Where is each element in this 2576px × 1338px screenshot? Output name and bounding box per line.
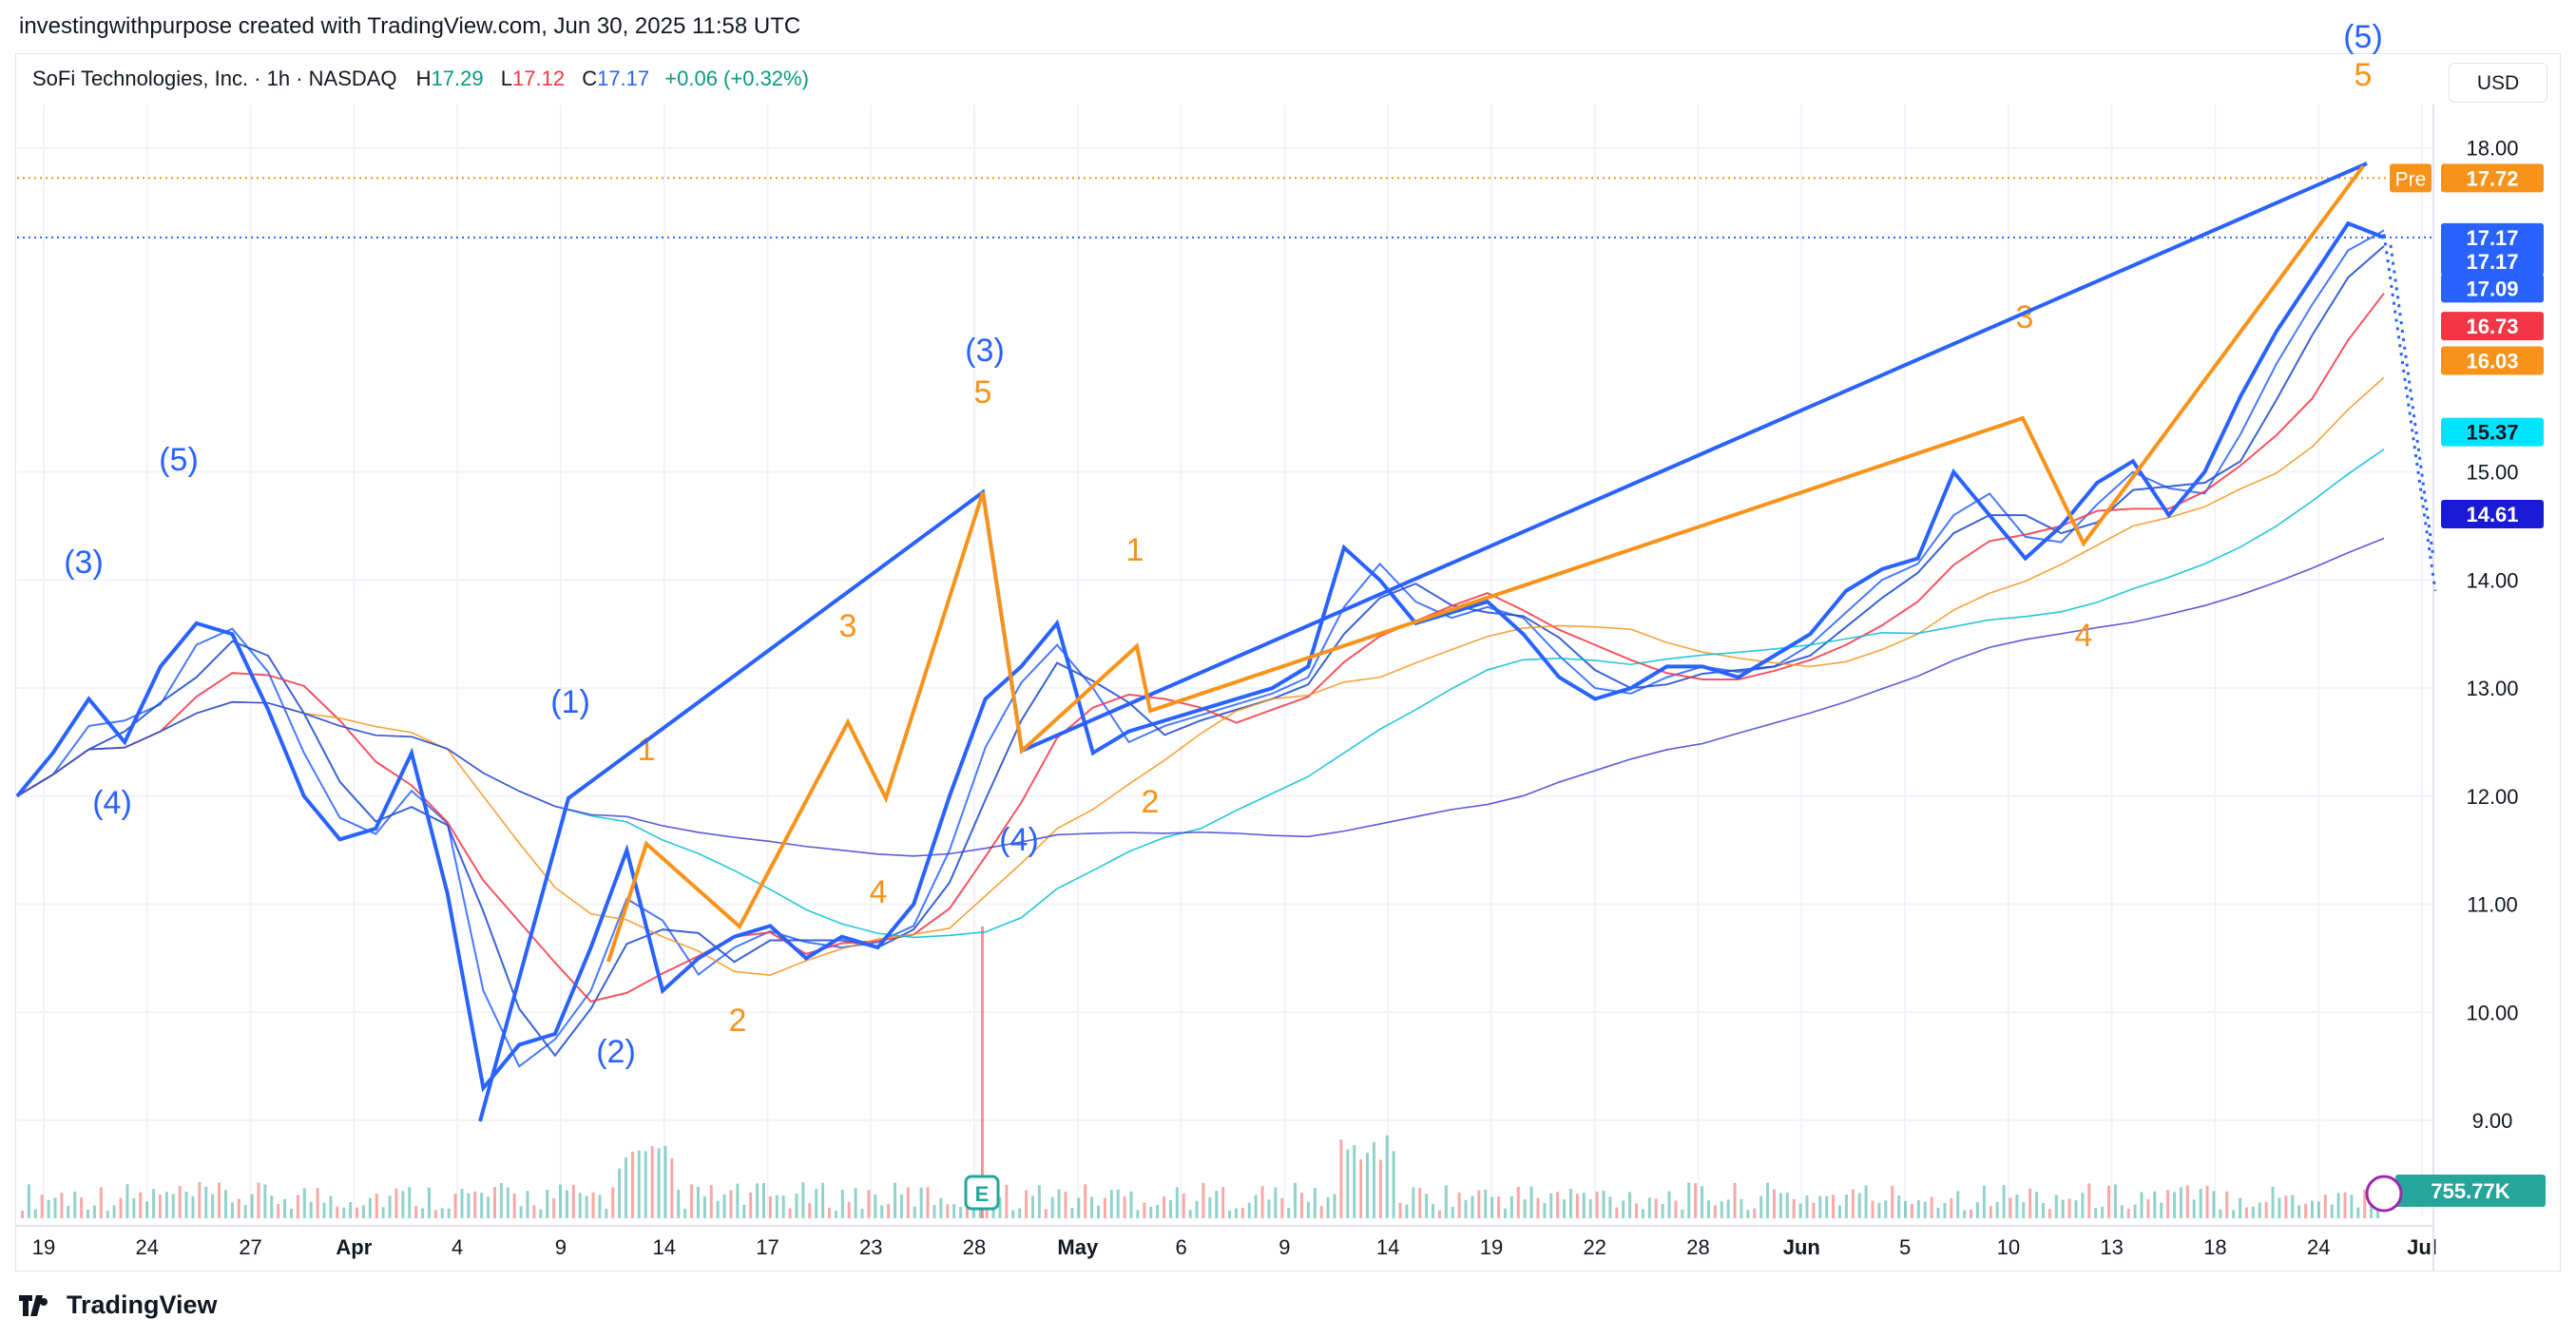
brand-label: TradingView xyxy=(67,1290,218,1319)
symbol-legend[interactable]: SoFi Technologies, Inc. · 1h · NASDAQ H1… xyxy=(32,67,809,91)
chart-credit: investingwithpurpose created with Tradin… xyxy=(19,13,801,39)
change-value: +0.06 (+0.32%) xyxy=(664,67,809,90)
tradingview-icon xyxy=(19,1294,48,1316)
chart-frame xyxy=(15,53,2561,1271)
currency-button[interactable]: USD xyxy=(2449,63,2547,103)
low-value: L17.12 xyxy=(500,67,566,90)
wave-label-blue: (5) xyxy=(2343,19,2383,55)
high-value: H17.29 xyxy=(415,67,484,90)
symbol-name: SoFi Technologies, Inc. · 1h · NASDAQ xyxy=(32,67,397,90)
tradingview-logo[interactable]: TradingView xyxy=(19,1290,218,1320)
close-value: C17.17 xyxy=(582,67,650,90)
